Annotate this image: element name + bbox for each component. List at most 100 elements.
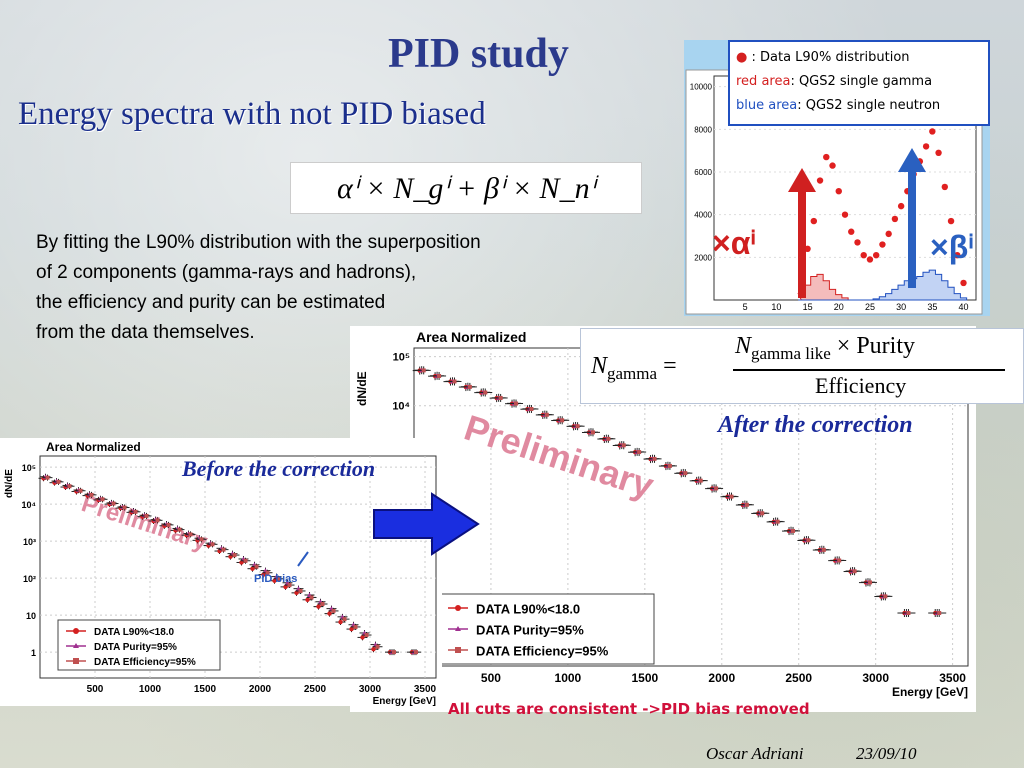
beta-arrow-head [898, 148, 926, 172]
x-tick-label: 3500 [414, 684, 437, 695]
data-point [714, 486, 719, 491]
slide-subtitle: Energy spectra with not PID biased [18, 96, 486, 132]
data-point [421, 368, 426, 373]
legend-label: DATA Efficiency=95% [94, 657, 196, 668]
inset-data-point [922, 143, 930, 150]
data-point [652, 456, 657, 461]
inset-data-point [829, 162, 836, 169]
inset-x-tick-label: 10 [771, 302, 781, 312]
inset-legend-row: red area: QGS2 single gamma [736, 70, 982, 94]
inset-x-tick-label: 5 [743, 302, 748, 312]
inset-legend-label: : QGS2 single neutron [797, 98, 941, 113]
consistency-note: All cuts are consistent ->PID bias remov… [448, 700, 810, 718]
legend-marker [73, 628, 79, 634]
data-point [188, 532, 193, 537]
inset-data-point [935, 149, 942, 156]
data-point [360, 635, 365, 640]
data-point [232, 553, 237, 558]
data-point [177, 527, 182, 532]
data-point [760, 511, 765, 516]
inset-x-tick-label: 40 [959, 302, 969, 312]
correction-formula: Ngamma = Ngamma like × Purity Efficiency [580, 328, 1024, 404]
legend-label: DATA L90%<18.0 [476, 602, 580, 617]
data-point [575, 424, 580, 429]
legend-marker [455, 647, 461, 653]
data-point [45, 475, 50, 480]
x-tick-label: 3000 [359, 684, 382, 695]
data-point [514, 401, 519, 406]
data-point [338, 619, 343, 625]
data-point [791, 528, 796, 533]
legend-marker [455, 605, 461, 611]
data-point [287, 583, 292, 588]
data-point [371, 647, 376, 652]
data-point [806, 538, 811, 543]
fraction-bar [733, 369, 1005, 371]
data-point [437, 373, 442, 378]
legend-label: DATA Purity=95% [476, 623, 584, 638]
fit-formula: αⁱ × N_gⁱ + βⁱ × N_nⁱ [290, 162, 642, 214]
formula-num-tail: × Purity [836, 333, 916, 359]
inset-y-tick-label: 4000 [694, 211, 712, 220]
inset-data-point [960, 279, 967, 287]
data-point [144, 513, 149, 518]
x-axis-label: Energy [GeV] [373, 696, 436, 706]
data-point [375, 644, 380, 649]
inset-legend-label: : QGS2 single gamma [790, 74, 933, 89]
inset-data-point [954, 252, 961, 259]
data-point [122, 505, 127, 510]
data-point [414, 650, 418, 655]
data-point [342, 617, 347, 622]
legend-marker [73, 658, 79, 664]
x-tick-label: 1500 [631, 671, 658, 685]
y-tick-label: 10⁵ [22, 463, 36, 473]
x-tick-label: 1500 [194, 684, 217, 695]
legend-marker [455, 626, 461, 631]
inset-data-point [891, 215, 899, 223]
inset-y-tick-label: 6000 [694, 168, 712, 177]
inset-data-point [860, 252, 867, 259]
data-point [906, 611, 911, 616]
inset-data-point [941, 183, 949, 191]
data-point [250, 566, 255, 571]
y-tick-label: 10 [26, 611, 36, 621]
data-point [210, 542, 215, 547]
data-point [56, 479, 61, 484]
data-point [320, 602, 325, 606]
after-correction-label: After the correction [718, 412, 913, 438]
data-point [560, 418, 565, 423]
data-point [852, 569, 857, 574]
inset-y-tick-label: 8000 [694, 125, 712, 134]
y-axis-label: dN/dE [355, 371, 369, 406]
data-point [133, 509, 138, 514]
inset-data-point [841, 211, 849, 218]
data-point [529, 407, 534, 412]
inset-data-point [848, 228, 855, 235]
data-point [621, 443, 626, 448]
data-point [392, 650, 396, 655]
data-point [254, 564, 259, 569]
x-tick-label: 500 [481, 671, 501, 685]
data-point [606, 436, 611, 441]
inset-data-point [947, 217, 955, 225]
data-point [729, 494, 734, 499]
neutron-area [798, 269, 968, 301]
pid-bias-arrow [297, 551, 309, 567]
x-tick-label: 2500 [304, 684, 327, 695]
formula-num-sub: gamma like [751, 343, 831, 363]
x-tick-label: 2500 [785, 671, 812, 685]
data-point [498, 395, 503, 400]
data-point [309, 595, 314, 600]
transition-arrow [373, 492, 480, 556]
data-point [331, 608, 336, 613]
data-point [667, 463, 672, 468]
data-point [364, 633, 369, 638]
inset-data-point [823, 153, 830, 161]
x-tick-label: 500 [87, 684, 104, 695]
before-correction-chart: 500 1000 1500 2000 2500 3000 3500 10⁵ 10⁴ 10³ 10² 1… [4, 440, 437, 707]
inset-legend-row: ● : Data L90% distribution [736, 46, 982, 70]
data-point [155, 518, 160, 523]
chart-title: Area Normalized [46, 440, 141, 454]
y-tick-label: 10⁴ [392, 401, 410, 413]
x-tick-label: 2000 [249, 684, 272, 695]
